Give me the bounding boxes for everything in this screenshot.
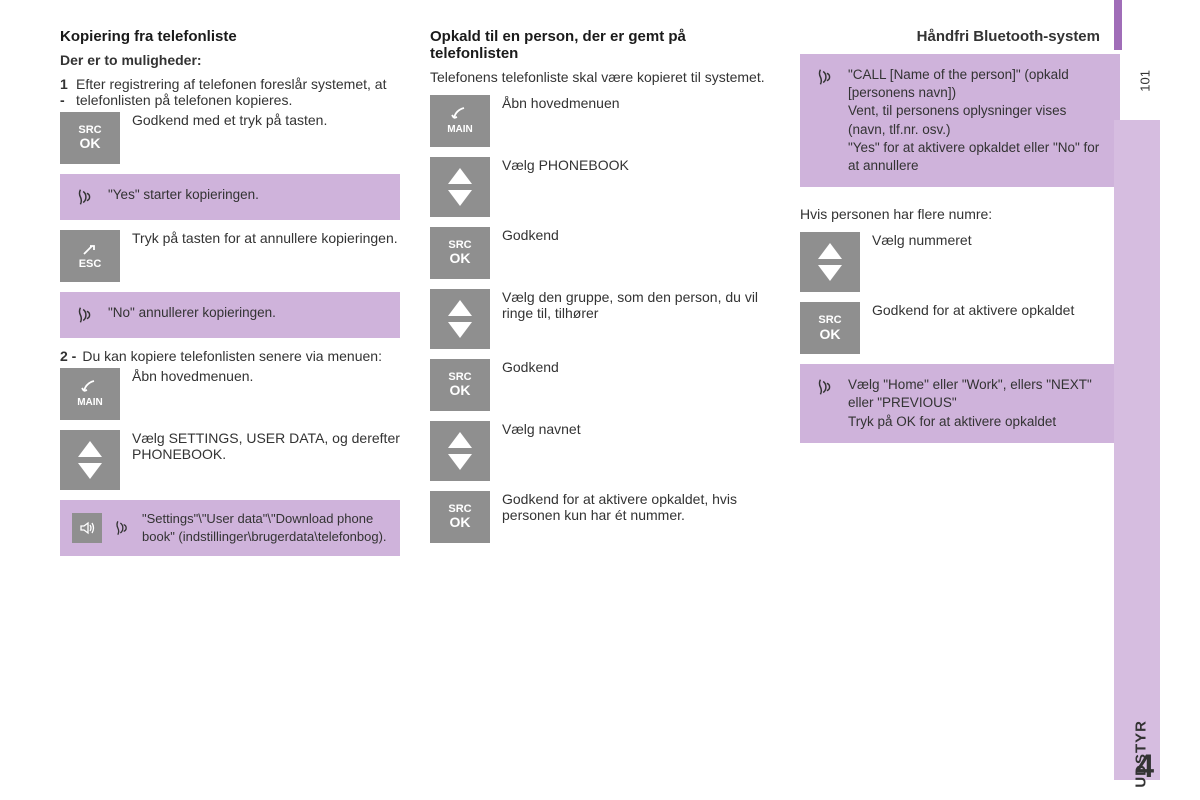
voice-icon <box>814 66 836 88</box>
c3-arrows: Vælg nummeret <box>800 232 1120 292</box>
voice-icon <box>814 376 836 398</box>
item-text: Godkend med et tryk på tasten. <box>132 112 327 128</box>
step-2-num: 2 - <box>60 348 76 364</box>
c2-arrows-3: Vælg navnet <box>430 421 770 481</box>
step-2: 2 - Du kan kopiere telefonlisten senere … <box>60 348 400 364</box>
c2-srcok-2: SRC OK Godkend <box>430 359 770 411</box>
main-button-icon: MAIN <box>60 368 120 420</box>
item-text: Godkend for at aktivere opkaldet <box>872 302 1074 318</box>
voice-icon <box>74 304 96 326</box>
column-2: Opkald til en person, der er gemt på tel… <box>430 28 770 566</box>
voice-no: "No" annullerer kopieringen. <box>60 292 400 338</box>
c2-arrows-1: Vælg PHONEBOOK <box>430 157 770 217</box>
step-1-text: Efter registrering af telefonen foreslår… <box>76 76 400 108</box>
up-arrow-icon <box>78 441 102 457</box>
voice-text: "Yes" starter kopieringen. <box>108 186 259 204</box>
col3-sub: Hvis personen har flere numre: <box>800 205 1120 224</box>
item-main: MAIN Åbn hovedmenuen. <box>60 368 400 420</box>
src-ok-button-icon: SRC OK <box>430 359 490 411</box>
col1-title: Kopiering fra telefonliste <box>60 28 400 45</box>
chapter-tab-number: 4 <box>1136 748 1154 785</box>
up-down-arrows-icon <box>430 289 490 349</box>
column-1: Kopiering fra telefonliste Der er to mul… <box>60 28 400 566</box>
up-down-arrows-icon <box>60 430 120 490</box>
c2-main: MAIN Åbn hovedmenuen <box>430 95 770 147</box>
voice-settings-path: "Settings"\"User data"\"Download phone b… <box>60 500 400 556</box>
page-content: Kopiering fra telefonliste Der er to mul… <box>0 0 1200 586</box>
voice-text: Vælg "Home" eller "Work", ellers "NEXT" … <box>848 376 1106 431</box>
item-text: Vælg PHONEBOOK <box>502 157 629 173</box>
main-button-icon: MAIN <box>430 95 490 147</box>
voice-home-work: Vælg "Home" eller "Work", ellers "NEXT" … <box>800 364 1120 443</box>
page-header: Håndfri Bluetooth-system <box>917 28 1100 45</box>
esc-button-icon: ESC <box>60 230 120 282</box>
down-arrow-icon <box>78 463 102 479</box>
c3-srcok: SRC OK Godkend for at aktivere opkaldet <box>800 302 1120 354</box>
item-text: Godkend for at aktivere opkaldet, hvis p… <box>502 491 770 523</box>
voice-yes: "Yes" starter kopieringen. <box>60 174 400 220</box>
item-text: Åbn hovedmenuen <box>502 95 620 111</box>
src-ok-button-icon: SRC OK <box>430 491 490 543</box>
col1-subtitle: Der er to muligheder: <box>60 51 400 70</box>
up-down-arrows-icon <box>430 421 490 481</box>
item-text: Godkend <box>502 227 559 243</box>
item-text: Vælg SETTINGS, USER DATA, og derefter PH… <box>132 430 400 462</box>
voice-icon <box>74 186 96 208</box>
c2-srcok-1: SRC OK Godkend <box>430 227 770 279</box>
up-down-arrows-icon <box>430 157 490 217</box>
col2-title: Opkald til en person, der er gemt på tel… <box>430 28 770 62</box>
item-esc: ESC Tryk på tasten for at annullere kopi… <box>60 230 400 282</box>
header-accent-bar <box>1114 0 1122 50</box>
src-ok-button-icon: SRC OK <box>430 227 490 279</box>
voice-call-name: "CALL [Name of the person]" (opkald [per… <box>800 54 1120 187</box>
voice-text: "Settings"\"User data"\"Download phone b… <box>142 510 388 546</box>
item-text: Vælg nummeret <box>872 232 972 248</box>
src-ok-button-icon: SRC OK <box>800 302 860 354</box>
col2-intro: Telefonens telefonliste skal være kopier… <box>430 68 770 87</box>
item-src-ok-1: SRC OK Godkend med et tryk på tasten. <box>60 112 400 164</box>
voice-text: "CALL [Name of the person]" (opkald [per… <box>848 66 1106 175</box>
item-text: Godkend <box>502 359 559 375</box>
item-text: Vælg den gruppe, som den person, du vil … <box>502 289 770 321</box>
src-ok-button-icon: SRC OK <box>60 112 120 164</box>
up-down-arrows-icon <box>800 232 860 292</box>
voice-icon <box>112 518 132 538</box>
item-text: Tryk på tasten for at annullere kopierin… <box>132 230 398 246</box>
step-1: 1 - Efter registrering af telefonen fore… <box>60 76 400 108</box>
item-text: Vælg navnet <box>502 421 581 437</box>
step-2-text: Du kan kopiere telefonlisten senere via … <box>82 348 382 364</box>
page-number: 101 <box>1138 70 1153 92</box>
sound-icon <box>72 513 102 543</box>
c2-arrows-2: Vælg den gruppe, som den person, du vil … <box>430 289 770 349</box>
step-1-num: 1 - <box>60 76 70 108</box>
item-text: Åbn hovedmenuen. <box>132 368 253 384</box>
chapter-tab <box>1114 120 1160 780</box>
column-3: "CALL [Name of the person]" (opkald [per… <box>800 28 1120 566</box>
item-arrows-1: Vælg SETTINGS, USER DATA, og derefter PH… <box>60 430 400 490</box>
voice-text: "No" annullerer kopieringen. <box>108 304 276 322</box>
c2-srcok-3: SRC OK Godkend for at aktivere opkaldet,… <box>430 491 770 543</box>
